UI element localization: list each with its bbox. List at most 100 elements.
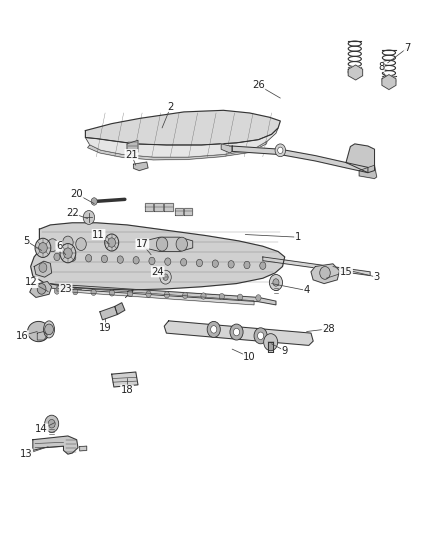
Text: 17: 17 — [136, 239, 149, 249]
Polygon shape — [33, 436, 78, 454]
Circle shape — [212, 260, 219, 268]
Circle shape — [273, 279, 279, 286]
Polygon shape — [30, 281, 52, 297]
Circle shape — [269, 274, 283, 290]
Text: 18: 18 — [121, 385, 133, 395]
Circle shape — [196, 259, 202, 266]
Circle shape — [163, 274, 168, 280]
Circle shape — [320, 266, 330, 279]
Circle shape — [156, 237, 168, 251]
Text: 21: 21 — [125, 150, 138, 159]
Circle shape — [228, 261, 234, 268]
Circle shape — [256, 295, 261, 301]
Circle shape — [254, 328, 267, 344]
Polygon shape — [164, 203, 173, 211]
Polygon shape — [127, 140, 138, 156]
Text: 20: 20 — [71, 189, 83, 199]
Polygon shape — [382, 77, 396, 85]
Text: 26: 26 — [252, 80, 265, 90]
Polygon shape — [85, 128, 278, 157]
Text: 8: 8 — [378, 62, 384, 71]
Circle shape — [264, 334, 278, 351]
Text: 6: 6 — [56, 241, 62, 251]
Circle shape — [73, 288, 78, 295]
Circle shape — [109, 290, 114, 296]
Circle shape — [64, 248, 72, 259]
Text: 7: 7 — [404, 43, 410, 53]
Circle shape — [233, 328, 240, 336]
Polygon shape — [88, 141, 267, 160]
Polygon shape — [346, 144, 374, 173]
Text: 9: 9 — [282, 346, 288, 356]
Polygon shape — [221, 144, 232, 153]
Circle shape — [160, 270, 171, 284]
Circle shape — [117, 256, 124, 263]
Circle shape — [45, 324, 53, 335]
Polygon shape — [382, 75, 396, 90]
Polygon shape — [184, 208, 192, 215]
Circle shape — [76, 238, 86, 251]
Polygon shape — [134, 162, 148, 171]
Circle shape — [219, 294, 224, 300]
Text: 15: 15 — [339, 267, 353, 277]
Polygon shape — [145, 237, 193, 252]
Text: 14: 14 — [35, 424, 48, 434]
Circle shape — [48, 419, 55, 428]
Circle shape — [70, 254, 76, 261]
Polygon shape — [359, 165, 377, 179]
Circle shape — [207, 321, 220, 337]
Circle shape — [60, 244, 76, 263]
Text: 16: 16 — [15, 331, 28, 341]
Circle shape — [85, 255, 92, 262]
Polygon shape — [263, 257, 370, 276]
Text: 22: 22 — [66, 208, 79, 218]
Circle shape — [47, 239, 58, 252]
Ellipse shape — [28, 321, 49, 342]
Circle shape — [54, 253, 60, 261]
Circle shape — [101, 255, 107, 263]
Circle shape — [278, 147, 283, 154]
Text: 19: 19 — [99, 323, 112, 333]
Ellipse shape — [44, 321, 55, 338]
Text: 4: 4 — [304, 286, 310, 295]
Circle shape — [258, 332, 264, 340]
Text: 5: 5 — [23, 236, 29, 246]
Polygon shape — [145, 203, 153, 211]
Polygon shape — [34, 261, 52, 277]
Circle shape — [127, 290, 133, 297]
Polygon shape — [100, 306, 117, 320]
Text: 10: 10 — [244, 352, 256, 362]
Polygon shape — [80, 446, 87, 451]
Polygon shape — [348, 68, 362, 76]
Circle shape — [146, 291, 151, 297]
Circle shape — [260, 262, 266, 269]
Polygon shape — [311, 264, 339, 284]
Circle shape — [54, 288, 60, 294]
Polygon shape — [31, 223, 285, 290]
Polygon shape — [115, 303, 125, 314]
Text: 28: 28 — [322, 324, 335, 334]
Polygon shape — [154, 203, 163, 211]
Circle shape — [149, 257, 155, 265]
Circle shape — [133, 256, 139, 264]
Circle shape — [108, 238, 116, 247]
Polygon shape — [232, 146, 368, 173]
Circle shape — [39, 263, 47, 272]
Circle shape — [91, 289, 96, 295]
Circle shape — [180, 259, 187, 266]
Polygon shape — [46, 284, 276, 305]
Circle shape — [211, 326, 217, 333]
Circle shape — [165, 258, 171, 265]
Text: 13: 13 — [20, 449, 32, 459]
Polygon shape — [175, 208, 183, 215]
Circle shape — [37, 284, 46, 294]
Polygon shape — [85, 110, 280, 145]
Circle shape — [164, 292, 170, 298]
Text: 23: 23 — [60, 284, 72, 294]
Circle shape — [83, 211, 95, 224]
Circle shape — [244, 261, 250, 269]
Circle shape — [35, 238, 51, 257]
Polygon shape — [348, 65, 363, 80]
Circle shape — [237, 294, 243, 301]
Circle shape — [230, 324, 243, 340]
